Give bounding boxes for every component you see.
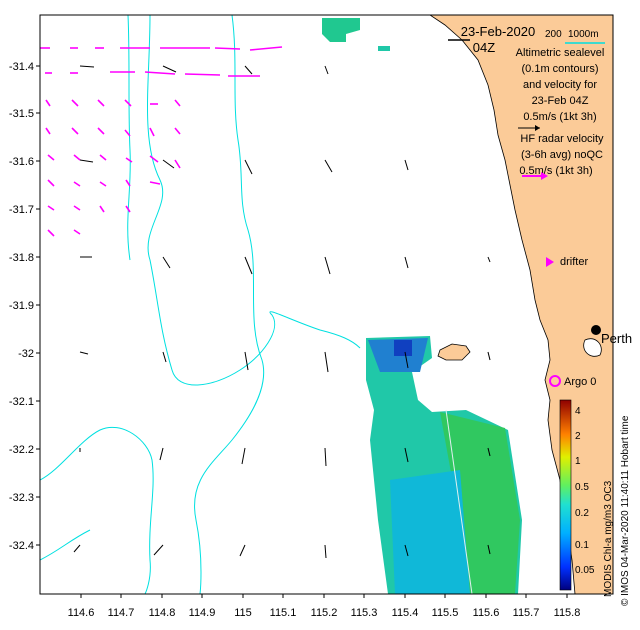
hf-radar-line-2: (3-6h avg) noQC (521, 149, 603, 161)
colorbar-tick: 1 (575, 456, 581, 467)
bathymetry-contours (40, 15, 361, 594)
colorbar-tick: 0.1 (575, 540, 589, 551)
x-tick-label: 114.9 (189, 607, 216, 619)
x-tick-label: 114.8 (149, 607, 176, 619)
colorbar-tick: 0.5 (575, 482, 589, 493)
colorbar (559, 399, 572, 591)
x-tick-label: 115 (234, 607, 252, 619)
argo-float-marker (549, 375, 561, 387)
x-tick-label: 114.6 (68, 607, 95, 619)
map-date: 23-Feb-2020 (461, 24, 535, 39)
x-tick-label: 115.6 (473, 607, 500, 619)
x-tick-label: 115.5 (432, 607, 459, 619)
map-time: 04Z (473, 40, 495, 55)
x-tick-label: 115.8 (554, 607, 581, 619)
altimetry-line-2: (0.1m contours) (521, 63, 598, 75)
chlorophyll-patch (366, 336, 522, 594)
drifter-marker (546, 257, 554, 267)
y-tick-label: -31.6 (9, 156, 34, 168)
y-tick-label: -31.4 (9, 61, 34, 73)
colorbar-tick: 2 (575, 431, 581, 442)
x-tick-label: 115.2 (311, 607, 338, 619)
x-axis-ticks (80, 594, 568, 598)
colorbar-tick: 0.05 (575, 565, 595, 576)
x-tick-label: 114.7 (108, 607, 135, 619)
hf-radar-scale-arrowhead (541, 172, 548, 180)
altimetry-line-5: 0.5m/s (1kt 3h) (523, 111, 596, 123)
credit-text: © IMOS 04-Mar-2020 11:40:11 Hobart time (620, 415, 631, 606)
perth-marker (591, 325, 601, 335)
colorbar-title: MODIS Chl-a mg/m3 OC3 (603, 480, 614, 597)
altimetry-note: Altimetric sealevel (0.1m contours) and … (516, 47, 605, 123)
x-tick-label: 115.3 (351, 607, 378, 619)
x-tick-label: 115.4 (392, 607, 419, 619)
y-tick-label: -31.9 (9, 300, 34, 312)
y-tick-label: -32.4 (9, 540, 34, 552)
altimetry-line-4: 23-Feb 04Z (532, 95, 589, 107)
altimetry-line-1: Altimetric sealevel (516, 47, 605, 59)
hf-radar-line-3: 0.5m/s (1kt 3h) (519, 165, 592, 177)
y-tick-label: -31.8 (9, 252, 34, 264)
y-tick-label: -32.2 (9, 444, 34, 456)
y-axis-labels: -31.4 -31.5 -31.6 -31.7 -31.8 -31.9 -32 … (9, 61, 34, 552)
altimetry-vectors (73, 65, 491, 559)
chlorophyll-patch-north (322, 18, 360, 42)
colorbar-ticks: 4 2 1 0.5 0.2 0.1 0.05 (575, 406, 595, 576)
y-tick-label: -32 (18, 348, 34, 360)
y-axis-ticks (36, 65, 40, 546)
bathy-legend-1000: 1000m (568, 29, 599, 40)
x-axis-labels: 114.6 114.7 114.8 114.9 115 115.1 115.2 … (68, 607, 581, 619)
altimetry-line-3: and velocity for (523, 79, 597, 91)
river-estuary (583, 338, 602, 357)
argo-label: Argo 0 (564, 376, 596, 388)
hf-radar-line-1: HF radar velocity (520, 133, 604, 145)
perth-label: Perth (601, 331, 632, 346)
y-tick-label: -31.7 (9, 204, 34, 216)
colorbar-tick: 4 (575, 406, 581, 417)
bathy-legend-200: 200 (545, 29, 562, 40)
y-tick-label: -31.5 (9, 108, 34, 120)
drifter-label: drifter (560, 256, 588, 268)
altimetry-scale-arrowhead (535, 125, 540, 131)
hf-radar-vectors (40, 46, 283, 237)
x-tick-label: 115.1 (270, 607, 297, 619)
chlorophyll-patch-small (378, 46, 390, 51)
rottnest-island (437, 343, 471, 361)
x-tick-label: 115.7 (513, 607, 540, 619)
y-tick-label: -32.3 (9, 492, 34, 504)
y-tick-label: -32.1 (9, 396, 34, 408)
hf-radar-note: HF radar velocity (3-6h avg) noQC 0.5m/s… (519, 133, 604, 177)
colorbar-tick: 0.2 (575, 508, 589, 519)
